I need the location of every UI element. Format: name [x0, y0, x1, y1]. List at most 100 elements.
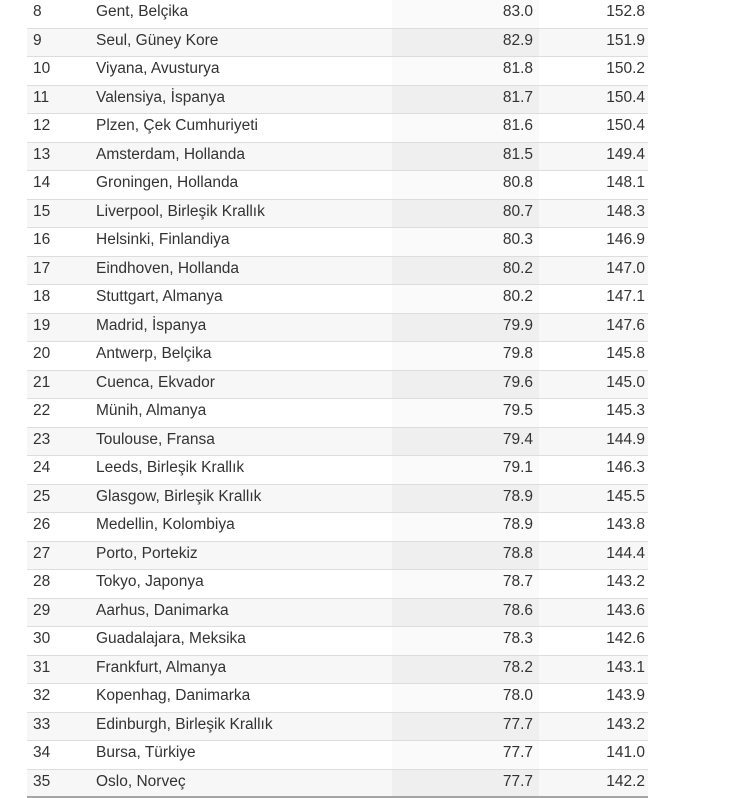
secondary-score-cell: 144.4	[606, 544, 645, 562]
table-row: 23 Toulouse, Fransa 79.4 144.9	[27, 427, 648, 456]
city-cell: Leeds, Birleşik Krallık	[96, 459, 245, 476]
city-cell: Stuttgart, Almanya	[96, 288, 223, 305]
city-cell: Helsinki, Finlandiya	[96, 231, 230, 248]
table-body: 8 Gent, Belçika 83.0 152.8 9 Seul, Güney Kore…	[27, 0, 648, 798]
rank-cell: 13	[33, 145, 51, 163]
score-cell: 78.0	[392, 684, 539, 712]
score-cell: 82.9	[392, 28, 539, 56]
table-row: 12 Plzen, Çek Cumhuriyeti 81.6 150.4	[27, 114, 648, 143]
table-row: 11 Valensiya, İspanya 81.7 150.4	[27, 85, 648, 114]
table-row: 9 Seul, Güney Kore 82.9 151.9	[27, 28, 648, 57]
score-cell: 80.2	[392, 256, 539, 284]
table-row: 25 Glasgow, Birleşik Krallık 78.9 145.5	[27, 484, 648, 513]
secondary-score-cell: 145.0	[606, 373, 645, 391]
score-cell: 78.9	[392, 513, 539, 541]
city-cell: Amsterdam, Hollanda	[96, 145, 246, 163]
table-row: 24 Leeds, Birleşik Krallık 79.1 146.3	[27, 456, 648, 485]
rank-cell: 25	[33, 487, 51, 505]
table-row: 31 Frankfurt, Almanya 78.2 143.1	[27, 655, 648, 684]
secondary-score-cell: 148.1	[606, 174, 645, 191]
score-cell: 80.8	[392, 171, 539, 199]
city-cell: Porto, Portekiz	[96, 544, 198, 562]
table-row: 29 Aarhus, Danimarka 78.6 143.6	[27, 598, 648, 627]
secondary-score-cell: 143.8	[606, 516, 645, 533]
score-cell: 81.6	[392, 114, 539, 142]
city-cell: Bursa, Türkiye	[96, 744, 196, 761]
city-cell: Medellin, Kolombiya	[96, 516, 235, 533]
rank-cell: 9	[33, 31, 42, 49]
city-cell: Groningen, Hollanda	[96, 174, 239, 191]
secondary-score-cell: 143.9	[606, 687, 645, 704]
rank-cell: 35	[33, 772, 51, 790]
secondary-score-cell: 147.6	[606, 316, 645, 334]
secondary-score-cell: 149.4	[606, 145, 645, 163]
secondary-score-cell: 142.6	[606, 630, 645, 647]
table-row: 8 Gent, Belçika 83.0 152.8	[27, 0, 648, 29]
secondary-score-cell: 146.9	[606, 231, 645, 248]
table-row: 17 Eindhoven, Hollanda 80.2 147.0	[27, 256, 648, 285]
score-cell: 79.8	[392, 342, 539, 370]
rank-cell: 18	[33, 288, 51, 305]
rank-cell: 30	[33, 630, 51, 647]
rank-cell: 24	[33, 459, 51, 476]
table-row: 35 Oslo, Norveç 77.7 142.2	[27, 769, 648, 798]
score-cell: 81.5	[392, 142, 539, 170]
table-row: 10 Viyana, Avusturya 81.8 150.2	[27, 57, 648, 86]
score-cell: 79.1	[392, 456, 539, 484]
city-ranking-table: 8 Gent, Belçika 83.0 152.8 9 Seul, Güney Kore…	[27, 0, 648, 798]
score-cell: 80.7	[392, 199, 539, 227]
secondary-score-cell: 148.3	[606, 202, 645, 220]
city-cell: Kopenhag, Danimarka	[96, 687, 251, 704]
secondary-score-cell: 150.2	[606, 60, 645, 77]
score-cell: 80.3	[392, 228, 539, 256]
rank-cell: 11	[33, 88, 50, 106]
rank-cell: 27	[33, 544, 51, 562]
rank-cell: 12	[33, 117, 51, 134]
secondary-score-cell: 143.2	[606, 573, 645, 590]
table-row: 13 Amsterdam, Hollanda 81.5 149.4	[27, 142, 648, 171]
secondary-score-cell: 147.1	[606, 288, 645, 305]
rank-cell: 15	[33, 202, 51, 220]
city-cell: Frankfurt, Almanya	[96, 658, 227, 676]
city-cell: Gent, Belçika	[96, 3, 189, 20]
city-cell: Plzen, Çek Cumhuriyeti	[96, 117, 258, 134]
table-row: 28 Tokyo, Japonya 78.7 143.2	[27, 570, 648, 599]
score-cell: 78.9	[392, 484, 539, 512]
rank-cell: 23	[33, 430, 51, 448]
score-cell: 80.2	[392, 285, 539, 313]
secondary-score-cell: 144.9	[606, 430, 645, 448]
score-cell: 81.7	[392, 85, 539, 113]
table-row: 30 Guadalajara, Meksika 78.3 142.6	[27, 627, 648, 656]
secondary-score-cell: 146.3	[606, 459, 645, 476]
rank-cell: 32	[33, 687, 51, 704]
table-row: 18 Stuttgart, Almanya 80.2 147.1	[27, 285, 648, 314]
score-cell: 78.3	[392, 627, 539, 655]
table-row: 34 Bursa, Türkiye 77.7 141.0	[27, 741, 648, 770]
rank-cell: 21	[33, 373, 51, 391]
secondary-score-cell: 152.8	[606, 3, 645, 20]
rank-cell: 26	[33, 516, 51, 533]
score-cell: 83.0	[392, 0, 539, 28]
score-cell: 79.4	[392, 427, 539, 455]
secondary-score-cell: 143.2	[606, 715, 645, 733]
score-cell: 78.7	[392, 570, 539, 598]
city-cell: Antwerp, Belçika	[96, 345, 212, 362]
rank-cell: 20	[33, 345, 51, 362]
city-cell: Glasgow, Birleşik Krallık	[96, 487, 262, 505]
city-cell: Liverpool, Birleşik Krallık	[96, 202, 265, 220]
rank-cell: 16	[33, 231, 51, 248]
score-cell: 78.6	[392, 598, 539, 626]
table-row: 33 Edinburgh, Birleşik Krallık 77.7 143.2	[27, 712, 648, 741]
city-cell: Viyana, Avusturya	[96, 60, 220, 77]
secondary-score-cell: 141.0	[606, 744, 645, 761]
table-row: 21 Cuenca, Ekvador 79.6 145.0	[27, 370, 648, 399]
score-cell: 81.8	[392, 57, 539, 85]
city-cell: Toulouse, Fransa	[96, 430, 215, 448]
score-cell: 77.7	[392, 741, 539, 769]
score-cell: 79.6	[392, 370, 539, 398]
secondary-score-cell: 143.1	[606, 658, 645, 676]
secondary-score-cell: 150.4	[606, 117, 645, 134]
city-cell: Tokyo, Japonya	[96, 573, 204, 590]
rank-cell: 31	[33, 658, 51, 676]
